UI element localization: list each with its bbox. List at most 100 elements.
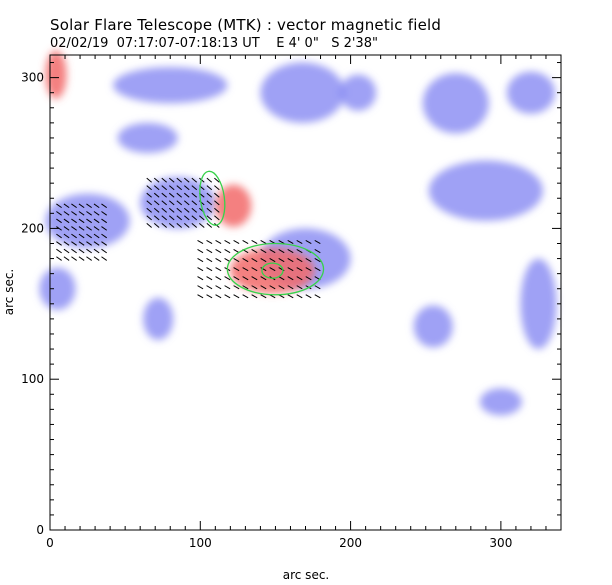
field-vector — [93, 211, 100, 216]
y-tick-label: 300 — [21, 71, 44, 85]
field-vector — [63, 256, 70, 261]
field-vector — [146, 200, 152, 206]
field-vector — [287, 267, 294, 272]
field-vector — [214, 177, 220, 183]
negative-polarity-region — [45, 193, 130, 249]
negative-polarity-region — [39, 267, 76, 310]
field-vector — [215, 239, 222, 245]
field-vector — [251, 258, 258, 263]
field-vector — [296, 294, 303, 299]
field-vector — [146, 215, 152, 221]
field-vector — [161, 185, 167, 191]
field-vector — [78, 203, 85, 209]
field-vector — [233, 294, 240, 299]
field-vector — [191, 222, 198, 228]
field-vector — [191, 215, 198, 221]
negative-polarity-region — [340, 74, 377, 111]
field-vector — [199, 215, 205, 221]
field-vector — [101, 226, 108, 231]
field-vector — [93, 241, 100, 246]
field-vector — [269, 267, 276, 272]
field-vector — [206, 200, 213, 206]
field-vector — [153, 207, 160, 213]
field-vector — [197, 285, 204, 290]
positive-polarity-region — [45, 50, 67, 99]
field-vector — [183, 177, 190, 183]
field-vector — [197, 248, 204, 254]
y-tick-label: 200 — [21, 221, 44, 235]
negative-polarity-region — [117, 122, 178, 154]
field-vector — [93, 226, 100, 231]
field-vector — [214, 215, 220, 221]
field-vector — [314, 285, 321, 290]
y-axis-label: arc sec. — [2, 269, 16, 315]
field-vector — [314, 239, 321, 245]
field-vector — [287, 258, 294, 263]
field-vector — [314, 248, 321, 254]
field-vector — [215, 276, 222, 281]
field-vector — [191, 177, 198, 183]
field-vector — [242, 267, 249, 272]
field-vector — [224, 276, 231, 281]
field-vector — [224, 239, 231, 245]
field-vector — [71, 211, 77, 216]
field-vector — [215, 258, 222, 263]
negative-polarity-region — [113, 67, 228, 104]
field-contour — [199, 170, 226, 226]
field-vector — [78, 241, 85, 246]
field-vector — [233, 258, 240, 263]
field-vector — [242, 294, 249, 299]
field-vector — [305, 258, 312, 263]
field-vector — [101, 218, 108, 224]
field-vector — [86, 226, 92, 231]
field-vector — [71, 233, 77, 239]
field-vector — [183, 222, 190, 228]
field-vector — [206, 248, 213, 254]
field-vector — [86, 241, 92, 246]
field-vector — [93, 218, 100, 224]
field-vector — [305, 267, 312, 272]
positive-polarity-region — [230, 248, 315, 294]
field-vector — [93, 248, 100, 254]
field-vector — [197, 267, 204, 272]
negative-polarity-region — [422, 73, 489, 134]
field-vector — [56, 203, 62, 209]
field-vector — [233, 276, 240, 281]
field-vector — [260, 285, 267, 290]
field-vector — [206, 294, 213, 299]
field-vector — [101, 256, 108, 261]
field-vector — [146, 177, 152, 183]
field-vector — [86, 248, 92, 254]
field-vector — [101, 233, 108, 239]
field-vector — [206, 258, 213, 263]
field-vector — [305, 276, 312, 281]
field-vector — [71, 203, 77, 209]
field-vector — [78, 248, 85, 254]
field-vector — [287, 285, 294, 290]
field-vector — [71, 256, 77, 261]
field-vector — [183, 192, 190, 198]
plot-area — [50, 55, 561, 530]
field-vector — [183, 207, 190, 213]
field-vector — [278, 285, 285, 290]
field-vector — [56, 218, 62, 224]
field-vector — [206, 207, 213, 213]
field-vector — [305, 294, 312, 299]
field-vector — [63, 203, 70, 209]
field-vector — [56, 256, 62, 261]
field-vector — [78, 256, 85, 261]
field-vector — [78, 211, 85, 216]
field-vector — [153, 192, 160, 198]
field-vector — [153, 185, 160, 191]
field-vector — [63, 218, 70, 224]
field-vector — [93, 203, 100, 209]
field-vector — [63, 233, 70, 239]
field-vector — [183, 185, 190, 191]
field-vector — [314, 267, 321, 272]
field-vector — [287, 248, 294, 254]
field-vector — [251, 239, 258, 245]
field-vector — [63, 241, 70, 246]
field-vector — [153, 177, 160, 183]
field-vector — [260, 258, 267, 263]
field-vector — [56, 248, 62, 254]
